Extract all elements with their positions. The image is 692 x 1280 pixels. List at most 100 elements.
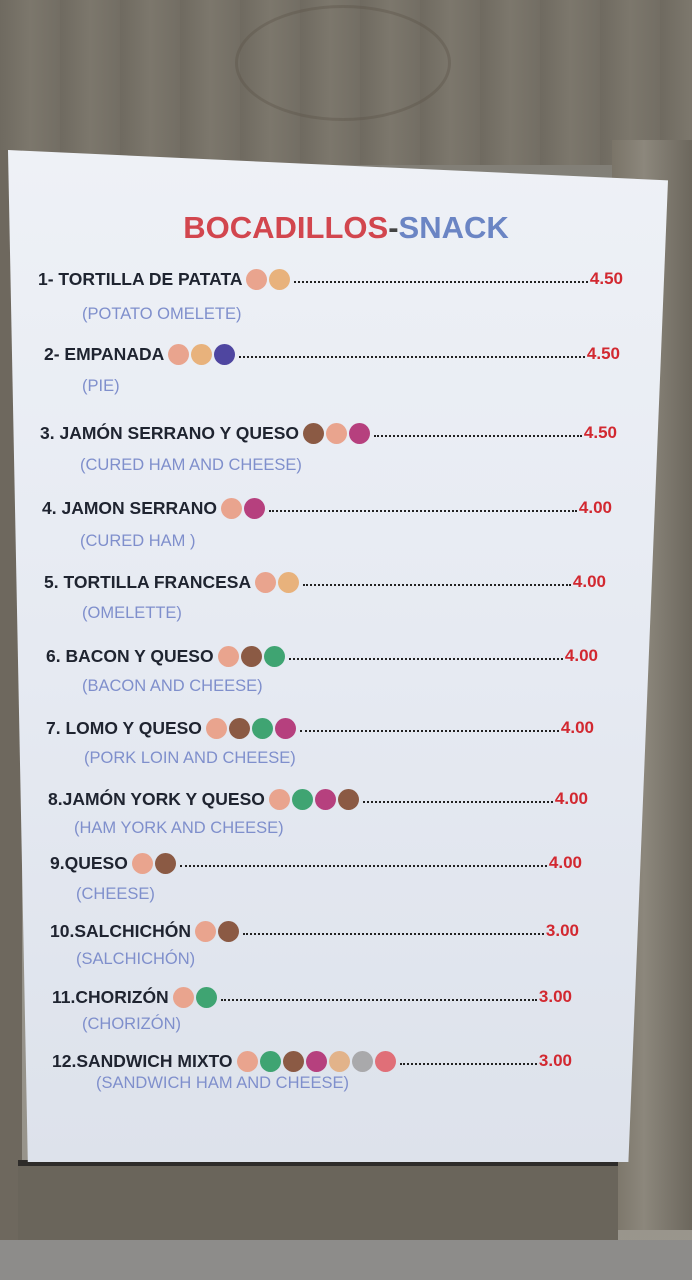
dot-leader bbox=[294, 271, 588, 283]
allergen-icons bbox=[217, 645, 287, 667]
sulphites-allergen-icon bbox=[314, 788, 336, 810]
item-price: 4.50 bbox=[589, 269, 623, 288]
egg-allergen-icon bbox=[278, 571, 300, 593]
item-price: 4.50 bbox=[586, 344, 620, 363]
allergen-icons bbox=[221, 497, 267, 519]
item-name: 10.SALCHICHÓN bbox=[50, 920, 191, 941]
dot-leader bbox=[374, 425, 582, 437]
milk-allergen-icon bbox=[228, 717, 250, 739]
item-price: 4.00 bbox=[560, 718, 594, 737]
item-translation: (BACON AND CHEESE) bbox=[82, 677, 263, 695]
sulphites-allergen-icon bbox=[305, 1050, 327, 1072]
item-price: 4.00 bbox=[564, 646, 598, 665]
milk-allergen-icon bbox=[154, 852, 176, 874]
title-separator: - bbox=[388, 210, 399, 245]
menu-item-row: 11.CHORIZÓN 3.00 bbox=[52, 984, 572, 1010]
sesame-allergen-icon bbox=[328, 1050, 350, 1072]
menu-item-row: 8.JAMÓN YORK Y QUESO 4.00 bbox=[48, 786, 588, 812]
gluten-allergen-icon bbox=[268, 788, 290, 810]
gluten-allergen-icon bbox=[255, 571, 277, 593]
item-name: 8.JAMÓN YORK Y QUESO bbox=[48, 788, 265, 809]
item-name: 2- EMPANADA bbox=[44, 343, 165, 364]
gluten-allergen-icon bbox=[172, 986, 194, 1008]
dot-leader bbox=[299, 720, 559, 732]
board-bottom-frame bbox=[18, 1160, 618, 1246]
allergen-icons bbox=[172, 986, 219, 1008]
gluten-allergen-icon bbox=[326, 422, 347, 444]
item-price: 3.00 bbox=[545, 921, 579, 940]
sulphites-allergen-icon bbox=[349, 422, 370, 444]
milk-allergen-icon bbox=[218, 920, 239, 942]
allergen-icons bbox=[303, 422, 372, 444]
menu-item-row: 9.QUESO 4.00 bbox=[50, 850, 582, 876]
item-name: 1- TORTILLA DE PATATA bbox=[38, 268, 243, 289]
item-price: 4.50 bbox=[583, 423, 617, 442]
dot-leader bbox=[303, 574, 571, 586]
item-translation: (PORK LOIN AND CHEESE) bbox=[84, 749, 296, 767]
board-top-wood bbox=[0, 0, 692, 165]
item-name: 4. JAMON SERRANO bbox=[42, 497, 218, 518]
gluten-allergen-icon bbox=[205, 717, 227, 739]
allergen-icons bbox=[246, 268, 292, 290]
sulphites-allergen-icon bbox=[274, 717, 296, 739]
milk-allergen-icon bbox=[337, 788, 359, 810]
item-translation: (SANDWICH HAM AND CHEESE) bbox=[96, 1074, 350, 1092]
menu-item-row: 4. JAMON SERRANO 4.00 bbox=[42, 495, 612, 521]
dot-leader bbox=[288, 648, 563, 660]
item-name: 9.QUESO bbox=[50, 852, 128, 873]
menu-item-row: 10.SALCHICHÓN 3.00 bbox=[50, 918, 579, 944]
item-price: 3.00 bbox=[538, 987, 572, 1006]
celery-allergen-icon bbox=[259, 1050, 281, 1072]
item-price: 3.00 bbox=[538, 1051, 572, 1070]
dot-leader bbox=[362, 791, 553, 803]
allergen-icons bbox=[168, 343, 237, 365]
item-translation: (CHORIZÓN) bbox=[82, 1015, 181, 1033]
item-name: 12.SANDWICH MIXTO bbox=[52, 1050, 233, 1071]
dot-leader bbox=[399, 1053, 537, 1065]
gluten-allergen-icon bbox=[131, 852, 153, 874]
item-translation: (CURED HAM ) bbox=[80, 532, 196, 550]
faded-logo bbox=[235, 5, 451, 121]
item-name: 5. TORTILLA FRANCESA bbox=[44, 571, 252, 592]
title-spanish: BOCADILLOS bbox=[183, 210, 389, 245]
menu-item-row: 3. JAMÓN SERRANO Y QUESO 4.50 bbox=[40, 420, 617, 446]
ground bbox=[0, 1240, 692, 1280]
allergen-icons bbox=[255, 571, 301, 593]
item-name: 11.CHORIZÓN bbox=[52, 986, 169, 1007]
egg-allergen-icon bbox=[269, 268, 291, 290]
item-name: 7. LOMO Y QUESO bbox=[46, 717, 202, 738]
menu-item-row: 1- TORTILLA DE PATATA 4.50 bbox=[38, 266, 623, 292]
egg-allergen-icon bbox=[191, 343, 213, 365]
allergen-icons bbox=[268, 788, 361, 810]
menu-item-row: 2- EMPANADA 4.50 bbox=[44, 341, 620, 367]
item-price: 4.00 bbox=[548, 853, 582, 872]
celery-allergen-icon bbox=[251, 717, 273, 739]
gluten-allergen-icon bbox=[195, 920, 216, 942]
dot-leader bbox=[269, 500, 577, 512]
item-price: 4.00 bbox=[578, 498, 612, 517]
milk-allergen-icon bbox=[282, 1050, 304, 1072]
gluten-allergen-icon bbox=[217, 645, 239, 667]
item-translation: (HAM YORK AND CHEESE) bbox=[74, 819, 284, 837]
dot-leader bbox=[179, 855, 547, 867]
celery-allergen-icon bbox=[263, 645, 285, 667]
dot-leader bbox=[239, 346, 585, 358]
allergen-icons bbox=[195, 920, 241, 942]
title-english: SNACK bbox=[398, 210, 509, 245]
celery-allergen-icon bbox=[291, 788, 313, 810]
milk-allergen-icon bbox=[303, 422, 324, 444]
allergen-icons bbox=[205, 717, 298, 739]
dot-leader bbox=[220, 989, 537, 1001]
celery-allergen-icon bbox=[195, 986, 217, 1008]
menu-title: BOCADILLOS-SNACK bbox=[0, 210, 692, 246]
item-translation: (POTATO OMELETE) bbox=[82, 305, 242, 323]
milk-allergen-icon bbox=[240, 645, 262, 667]
item-translation: (SALCHICHÓN) bbox=[76, 950, 196, 968]
soy-allergen-icon bbox=[374, 1050, 396, 1072]
menu-item-row: 5. TORTILLA FRANCESA 4.00 bbox=[44, 569, 606, 595]
menu-item-row: 7. LOMO Y QUESO 4.00 bbox=[46, 715, 594, 741]
nuts-allergen-icon bbox=[351, 1050, 373, 1072]
menu-panel bbox=[8, 150, 668, 1162]
item-name: 6. BACON Y QUESO bbox=[46, 645, 214, 666]
item-price: 4.00 bbox=[572, 572, 606, 591]
